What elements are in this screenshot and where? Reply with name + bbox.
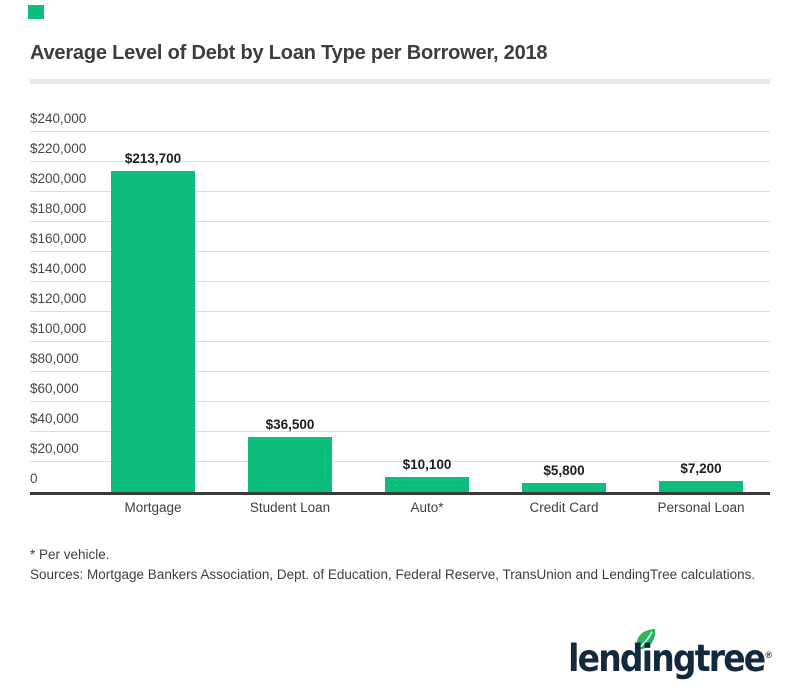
- y-tick-label: $100,000: [30, 320, 87, 336]
- corner-accent-mark: [28, 5, 44, 19]
- bar: [248, 437, 332, 492]
- y-tick-label: $140,000: [30, 260, 87, 276]
- bar-value-label: $213,700: [124, 151, 182, 166]
- x-axis-baseline: [30, 492, 770, 495]
- leaf-icon: [636, 628, 656, 650]
- gridline: [30, 370, 770, 372]
- gridline: [30, 160, 770, 162]
- bar: [111, 171, 195, 492]
- bar-value-label: $5,800: [543, 463, 585, 479]
- y-tick-label: $40,000: [30, 410, 79, 426]
- bar: [659, 481, 743, 492]
- registered-trademark: ®: [765, 650, 772, 660]
- y-tick-label: $20,000: [30, 440, 79, 456]
- x-axis-label: Personal Loan: [657, 500, 745, 515]
- logo-wordmark: lendingtree: [568, 636, 766, 680]
- footnote-per-vehicle: * Per vehicle.: [30, 547, 110, 562]
- y-tick-label: $80,000: [30, 350, 79, 366]
- gridline: [30, 400, 770, 402]
- y-tick-label: $160,000: [30, 230, 87, 246]
- y-tick-label: $120,000: [30, 290, 87, 306]
- gridline: [30, 220, 770, 222]
- lendingtree-logo: lendingtree®: [568, 627, 772, 681]
- y-tick-label: $60,000: [30, 380, 79, 396]
- gridline: [30, 250, 770, 252]
- bar: [385, 476, 469, 492]
- gridline: [30, 280, 770, 282]
- logo-inner: lendingtree®: [568, 627, 772, 680]
- gridline: [30, 130, 770, 132]
- bar: [522, 483, 606, 492]
- gridline: [30, 430, 770, 432]
- gridline: [30, 190, 770, 192]
- footnotes: * Per vehicle. Sources: Mortgage Bankers…: [30, 545, 770, 584]
- y-tick-label: 0: [30, 471, 38, 486]
- x-axis-label: Auto*: [410, 500, 444, 515]
- y-tick-label: $220,000: [30, 140, 87, 156]
- bar-value-label: $36,500: [265, 417, 315, 433]
- x-axis-label: Credit Card: [529, 500, 599, 515]
- bar-value-label: $10,100: [402, 456, 452, 472]
- x-axis-label: Student Loan: [249, 500, 331, 515]
- footnote-sources: Sources: Mortgage Bankers Association, D…: [30, 566, 756, 582]
- gridline: [30, 340, 770, 342]
- y-tick-label: $180,000: [30, 200, 87, 216]
- x-axis-label: Mortgage: [124, 500, 182, 515]
- bar-value-label: $7,200: [680, 461, 722, 477]
- y-tick-label: $240,000: [30, 110, 87, 126]
- chart-title: Average Level of Debt by Loan Type per B…: [30, 42, 548, 64]
- title-divider: [30, 79, 770, 84]
- y-tick-label: $200,000: [30, 170, 87, 186]
- gridline: [30, 310, 770, 312]
- gridline: [30, 460, 770, 462]
